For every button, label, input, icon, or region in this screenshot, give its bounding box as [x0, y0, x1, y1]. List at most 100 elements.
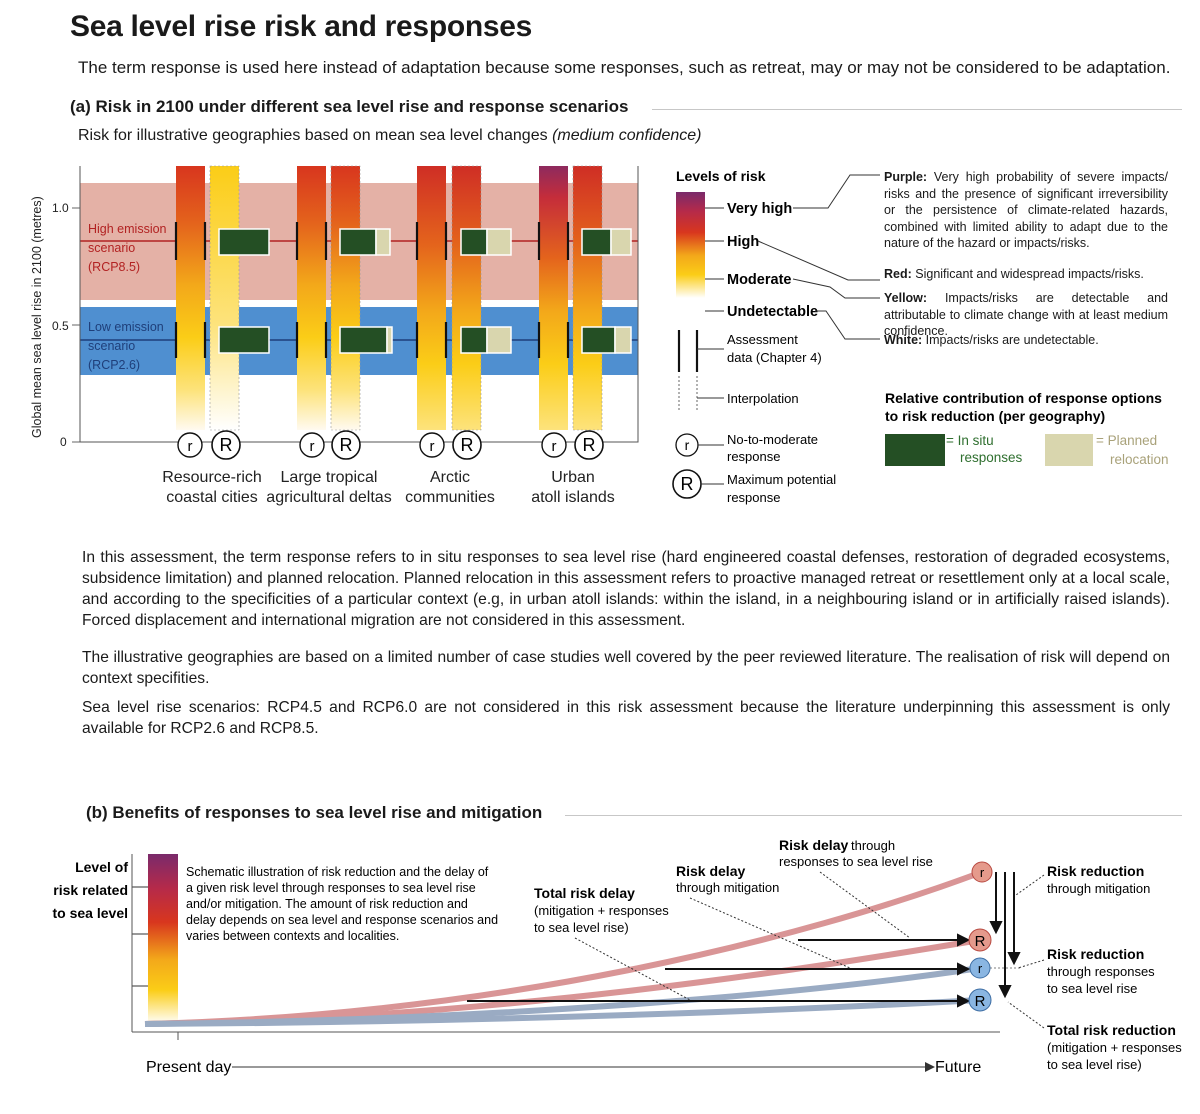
risk-bar-cities-r [176, 166, 205, 430]
risk-delay-mitigation-1: through mitigation [676, 880, 779, 895]
geo-deltas-2: agricultural deltas [266, 489, 391, 506]
geo-arctic-2: communities [405, 489, 495, 506]
b-note-4: delay depends on sea level and response … [186, 913, 498, 927]
risk-reduction-responses-bold: Risk reduction [1047, 946, 1144, 962]
total-risk-delay-2: to sea level rise) [534, 920, 629, 935]
panel-a-subheading: Risk for illustrative geographies based … [78, 127, 701, 145]
geo-cities-2: coastal cities [166, 489, 258, 506]
paragraph-1: In this assessment, the term response re… [82, 549, 1170, 629]
paragraph-2: The illustrative geographies are based o… [82, 649, 1170, 687]
risk-bar-atoll-R [572, 165, 603, 431]
b-risk-legend-bar [148, 854, 178, 1024]
small-r-arctic [419, 432, 445, 458]
legend-maximum-2: response [727, 490, 780, 505]
b-symbol-low-R [968, 988, 992, 1012]
geo-deltas-1: Large tropical [281, 469, 378, 486]
panel-a-heading: (a) Risk in 2100 under different sea lev… [70, 97, 629, 116]
contribution-atoll-high-reloc [610, 228, 632, 256]
curve-low-R [144, 997, 981, 1027]
risk-bar-arctic-R [451, 165, 482, 431]
high-emission-label-3: (RCP8.5) [88, 260, 140, 274]
risk-bar-atoll-r [539, 166, 568, 430]
x-start-label: Present day [146, 1059, 231, 1076]
svg-text:r: r [685, 437, 690, 453]
contribution-arctic-low-reloc [486, 326, 512, 354]
in-situ-label-2: responses [960, 450, 1023, 465]
y-axis-label: Global mean sea level rise in 2100 (metr… [30, 196, 44, 438]
planned-swatch [1045, 434, 1093, 466]
svg-text:r: r [978, 961, 983, 976]
total-risk-reduction-2: to sea level rise) [1047, 1057, 1142, 1072]
geo-cities-1: Resource-rich [162, 469, 262, 486]
b-ylabel-3: to sea level [53, 905, 129, 921]
contribution-deltas-high-reloc [375, 228, 391, 256]
svg-text:r: r [552, 438, 557, 455]
contribution-atoll-high-insitu [581, 228, 612, 256]
legend-undetectable: Undetectable [727, 304, 818, 320]
in-situ-swatch [885, 434, 945, 466]
legend-assessment-2: data (Chapter 4) [727, 350, 822, 365]
planned-label-2: relocation [1110, 452, 1169, 467]
page-subtitle: The term response is used here instead o… [78, 58, 1171, 77]
high-emission-label-1: High emission [88, 222, 167, 236]
low-emission-label-1: Low emission [88, 320, 164, 334]
contribution-cities-low [218, 326, 270, 354]
risk-delay-responses-1: through [851, 838, 895, 853]
y-tick-0-5: 0.5 [52, 319, 69, 333]
contribution-heading-2: to risk reduction (per geography) [885, 408, 1105, 424]
x-end-label: Future [935, 1059, 981, 1076]
risk-bars [176, 165, 603, 431]
panel-b-chart: Level of risk related to sea level Schem… [53, 837, 1183, 1076]
svg-text:r: r [430, 438, 435, 455]
legend-high: High [727, 234, 759, 250]
large-R-deltas [331, 430, 361, 460]
risk-reduction-responses-2: to sea level rise [1047, 981, 1137, 996]
small-r-cities [177, 432, 203, 458]
risk-legend-bar [676, 192, 705, 298]
legend-no-to-moderate-1: No-to-moderate [727, 432, 818, 447]
total-risk-reduction-1: (mitigation + responses [1047, 1040, 1182, 1055]
contribution-arctic-high-insitu [460, 228, 488, 256]
contribution-arctic-high-reloc [486, 228, 512, 256]
contribution-heading-1: Relative contribution of response option… [885, 390, 1162, 406]
large-R-arctic [452, 430, 482, 460]
low-emission-label-3: (RCP2.6) [88, 358, 140, 372]
risk-bar-arctic-r [417, 166, 446, 430]
page-title: Sea level rise risk and responses [70, 10, 533, 43]
svg-text:R: R [975, 993, 986, 1010]
panel-a-subheading-text: Risk for illustrative geographies based … [78, 127, 548, 144]
legend-maximum-1: Maximum potential [727, 472, 836, 487]
svg-text:R: R [681, 474, 694, 494]
response-symbols: r R r R r R r R [177, 430, 604, 460]
large-R-atoll [574, 430, 604, 460]
b-note-5: varies between contexts and localities. [186, 929, 399, 943]
contribution-deltas-low-reloc [386, 326, 393, 354]
contribution-atoll-low-insitu [581, 326, 616, 354]
geo-arctic-1: Arctic [430, 469, 470, 486]
b-ylabel-2: risk related [53, 882, 128, 898]
svg-text:r: r [310, 438, 315, 455]
b-symbol-low-r [969, 957, 991, 979]
high-emission-label-2: scenario [88, 241, 135, 255]
legend-moderate: Moderate [727, 272, 791, 288]
risk-delay-mitigation-bold: Risk delay [676, 863, 745, 879]
svg-text:r: r [188, 438, 193, 455]
risk-delay-responses-bold: Risk delay [779, 837, 848, 853]
contribution-atoll-low-reloc [614, 326, 632, 354]
contribution-arctic-low-insitu [460, 326, 488, 354]
panel-a-chart: Global mean sea level rise in 2100 (metr… [30, 165, 1169, 506]
risk-delay-responses-2: responses to sea level rise [779, 854, 933, 869]
svg-text:R: R [340, 435, 353, 455]
definition-purple: Purple: Very high probability of severe … [884, 170, 1168, 250]
planned-label-1: = Planned [1096, 433, 1157, 448]
contribution-cities-high [218, 228, 270, 256]
panel-a-rule [652, 109, 1182, 110]
contribution-deltas-high-insitu [339, 228, 377, 256]
total-risk-delay-1: (mitigation + responses [534, 903, 669, 918]
b-symbol-high-R [968, 928, 992, 952]
b-ylabel-1: Level of [75, 859, 128, 875]
panel-b-rule [565, 815, 1182, 816]
small-r-atoll [541, 432, 567, 458]
svg-text:R: R [461, 435, 474, 455]
definition-yellow: Yellow: Impacts/risks are detectable and… [884, 291, 1169, 338]
